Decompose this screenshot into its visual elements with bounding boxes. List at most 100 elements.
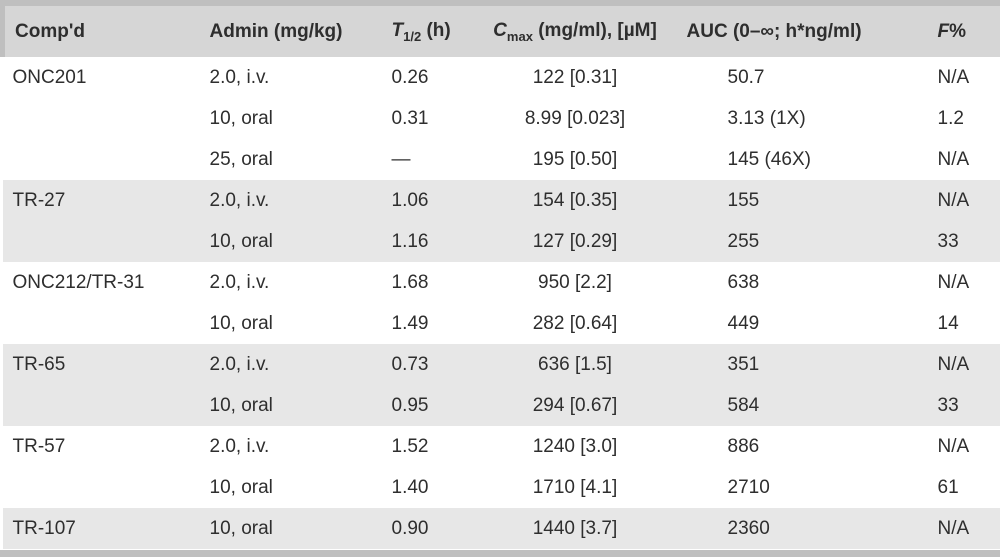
cell-f: N/A — [937, 435, 970, 457]
cell-compound — [2, 221, 210, 262]
thalf-unit: (h) — [421, 19, 451, 41]
cell-compound: TR-27 — [2, 180, 210, 221]
cell-auc: 155 — [672, 180, 923, 221]
cell-f: 61 — [937, 476, 959, 498]
cell-compound — [3, 98, 210, 139]
cell-auc: 351 — [672, 344, 923, 385]
header-compound: Comp'd — [0, 6, 210, 57]
cell-compound: TR-57 — [12, 435, 66, 457]
cell-compound: ONC212/TR-31 — [12, 271, 145, 293]
table-row: TR-65 2.0, i.v. 0.73 636 [1.5] 351 N/A — [2, 344, 1000, 385]
f-symbol: F — [937, 20, 950, 42]
cell-admin: 2.0, i.v. — [209, 344, 388, 385]
thalf-symbol: T — [391, 19, 404, 41]
cell-auc: 255 — [672, 221, 923, 262]
cell-thalf: 1.16 — [387, 221, 478, 262]
header-f: F% — [922, 6, 1000, 57]
cell-cmax: 282 [0.64] — [532, 312, 618, 334]
cell-f: 14 — [937, 312, 959, 334]
table-bottom-border — [0, 550, 1000, 557]
cell-f: N/A — [937, 148, 970, 170]
cell-thalf: 0.95 — [387, 385, 478, 426]
cell-cmax: 1240 [3.0] — [532, 435, 618, 457]
cell-cmax: 154 [0.35] — [477, 180, 673, 221]
table-row: TR-27 2.0, i.v. 1.06 154 [0.35] 155 N/A — [2, 180, 1000, 221]
header-auc: AUC (0–∞; h*ng/ml) — [672, 6, 923, 57]
cell-auc: 638 — [727, 271, 760, 293]
table-row: 10, oral 0.95 294 [0.67] 584 33 — [2, 385, 1000, 426]
cell-cmax: 1710 [4.1] — [532, 476, 618, 498]
cell-f: 33 — [922, 385, 1000, 426]
pk-table: Comp'd Admin (mg/kg) T1/2 (h) Cmax (mg/m… — [0, 6, 1000, 549]
table-row: 10, oral 1.16 127 [0.29] 255 33 — [2, 221, 1000, 262]
table-row: 10, oral 0.31 8.99 [0.023] 3.13 (1X) 1.2 — [3, 98, 1000, 139]
cell-cmax: 294 [0.67] — [477, 385, 673, 426]
cell-cmax: 8.99 [0.023] — [524, 107, 626, 129]
table-body: ONC201 2.0, i.v. 0.26 122 [0.31] 50.7 N/A 10, … — [2, 57, 1000, 549]
cell-f: N/A — [937, 66, 970, 88]
cell-compound: TR-107 — [2, 508, 210, 549]
cell-compound: ONC201 — [12, 66, 87, 88]
cell-admin: 2.0, i.v. — [209, 435, 270, 457]
cell-admin: 10, oral — [209, 508, 388, 549]
cell-f: N/A — [922, 508, 1000, 549]
cell-thalf: 1.40 — [391, 476, 429, 498]
cell-cmax: 195 [0.50] — [532, 148, 618, 170]
cell-f: 33 — [922, 221, 1000, 262]
cell-compound — [2, 385, 210, 426]
table-top-border — [0, 0, 1000, 6]
cell-auc: 886 — [727, 435, 760, 457]
cell-thalf: 0.26 — [391, 66, 429, 88]
cell-f: N/A — [937, 271, 970, 293]
cell-cmax: 1440 [3.7] — [477, 508, 673, 549]
cell-compound — [3, 467, 210, 508]
cell-admin: 10, oral — [209, 221, 388, 262]
cell-auc: 584 — [672, 385, 923, 426]
cell-admin: 2.0, i.v. — [209, 271, 270, 293]
cell-thalf: 1.06 — [387, 180, 478, 221]
cell-cmax: 122 [0.31] — [532, 66, 618, 88]
cell-auc: 50.7 — [727, 66, 765, 88]
cell-auc: 449 — [727, 312, 760, 334]
header-cmax: Cmax (mg/ml), [µM] — [477, 6, 673, 57]
cell-admin: 25, oral — [209, 148, 273, 170]
cell-auc: 145 (46X) — [727, 148, 811, 170]
table-row: TR-107 10, oral 0.90 1440 [3.7] 2360 N/A — [2, 508, 1000, 549]
cell-cmax: 950 [2.2] — [538, 271, 612, 293]
cell-admin: 10, oral — [209, 312, 273, 334]
cell-thalf: 1.49 — [391, 312, 429, 334]
cell-compound — [3, 139, 210, 180]
cell-thalf: 0.90 — [387, 508, 478, 549]
table-row: 10, oral 1.40 1710 [4.1] 2710 61 — [3, 467, 1000, 508]
cell-admin: 10, oral — [209, 107, 273, 129]
cell-f: N/A — [922, 180, 1000, 221]
table-row: 25, oral — 195 [0.50] 145 (46X) N/A — [3, 139, 1000, 180]
header-thalf: T1/2 (h) — [387, 6, 478, 57]
cell-compound: TR-65 — [2, 344, 210, 385]
cell-admin: 2.0, i.v. — [209, 66, 270, 88]
cell-cmax: 636 [1.5] — [477, 344, 673, 385]
cell-f: N/A — [922, 344, 1000, 385]
table-header: Comp'd Admin (mg/kg) T1/2 (h) Cmax (mg/m… — [0, 6, 1000, 57]
table-row: ONC201 2.0, i.v. 0.26 122 [0.31] 50.7 N/A — [3, 57, 1000, 98]
cell-f: 1.2 — [937, 107, 964, 129]
cell-thalf: 0.73 — [387, 344, 478, 385]
cell-compound — [3, 303, 210, 344]
cell-auc: 3.13 (1X) — [727, 107, 806, 129]
cmax-unit: (mg/ml), [µM] — [532, 19, 657, 41]
header-row: Comp'd Admin (mg/kg) T1/2 (h) Cmax (mg/m… — [0, 6, 1000, 57]
cell-admin: 2.0, i.v. — [209, 180, 388, 221]
cell-auc: 2360 — [672, 508, 923, 549]
cell-auc: 2710 — [727, 476, 770, 498]
table-row: TR-57 2.0, i.v. 1.52 1240 [3.0] 886 N/A — [3, 426, 1000, 467]
cmax-symbol: C — [493, 19, 507, 41]
thalf-subscript: 1/2 — [403, 28, 422, 44]
cell-thalf: 0.31 — [391, 107, 429, 129]
cell-thalf: 1.68 — [391, 271, 429, 293]
header-admin: Admin (mg/kg) — [209, 6, 388, 57]
f-unit: % — [949, 20, 967, 42]
cell-cmax: 127 [0.29] — [477, 221, 673, 262]
cell-thalf: — — [391, 148, 411, 170]
cmax-subscript: max — [506, 28, 533, 44]
